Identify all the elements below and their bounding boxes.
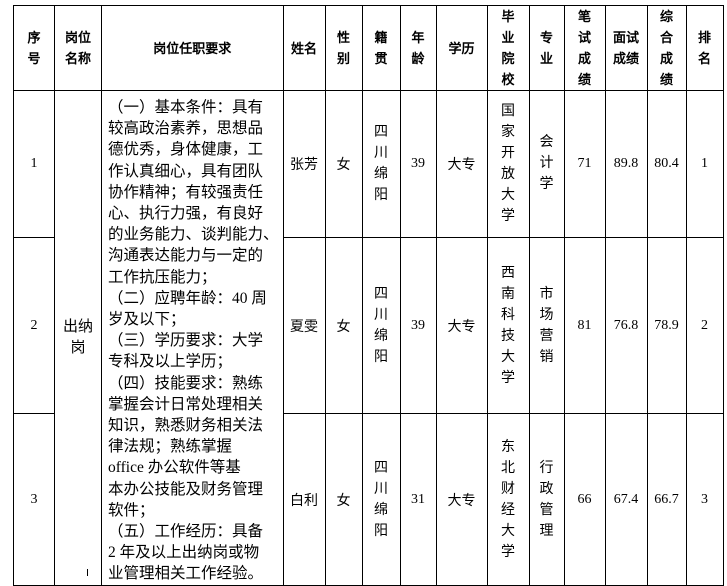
gender: 女 [324, 413, 363, 586]
requirement-line: 工作抗压能力； [108, 268, 217, 286]
total-score: 80.4 [646, 90, 687, 238]
row-number: 1 [13, 90, 55, 238]
requirement-line: office 办公软件等基 [108, 459, 241, 477]
table-row: 3 白利 女 四川绵阳 31 大专 东北财经大学 行政管理 66 67.4 66… [13, 413, 724, 586]
header-cell: 岗位任职要求 [101, 5, 284, 91]
age: 39 [399, 236, 437, 415]
requirement-line: 软件； [108, 501, 155, 519]
requirement-line: 德优秀，身体健康，工 [108, 141, 264, 159]
requirement-line: 掌握会计日常处理相关 [108, 395, 264, 413]
requirement-line: （一）基本条件：具有 [108, 99, 264, 116]
education: 大专 [435, 236, 488, 415]
written-score: 81 [563, 236, 606, 415]
age: 31 [399, 413, 437, 586]
requirement-line: 律法规；熟练掌握 [108, 438, 233, 456]
origin: 四川绵阳 [361, 236, 401, 415]
origin: 四川绵阳 [361, 413, 401, 586]
results-table: 序号 岗位名称 岗位任职要求 姓名 性别 籍贯 年龄 学历 毕业院校 专业 笔试… [13, 5, 724, 586]
interview-score: 89.8 [604, 90, 648, 238]
candidate-name: 白利 [282, 413, 326, 586]
table-row: 2 夏雯 女 四川绵阳 39 大专 西南科技大学 市场营销 81 76.8 78… [13, 236, 724, 415]
age: 39 [399, 90, 437, 238]
requirement-line: 作认真细心，具有团队 [108, 162, 264, 180]
header-cell: 综合成绩 [646, 5, 687, 91]
requirement-line: （三）学历要求：大学 [108, 332, 264, 350]
header-cell: 排名 [685, 5, 724, 91]
major: 行政管理 [528, 413, 565, 586]
rank: 2 [685, 236, 724, 415]
candidate-name: 张芳 [282, 90, 326, 238]
requirement-line: 协作精神；有较强责任 [108, 183, 264, 201]
education: 大专 [435, 90, 488, 238]
school: 国家开放大学 [486, 90, 530, 238]
rank: 1 [685, 90, 724, 238]
requirement-line: 沟通表达能力与一定的 [108, 247, 264, 265]
header-cell: 年龄 [399, 5, 437, 91]
requirement-line: 2 年及以上出纳岗或物 [108, 544, 260, 562]
candidate-name: 夏雯 [282, 236, 326, 415]
total-score: 78.9 [646, 236, 687, 415]
total-score: 66.7 [646, 413, 687, 586]
rank: 3 [685, 413, 724, 586]
requirement-line: 岁及以下； [108, 311, 186, 329]
table-row: 1 出纳岗 （一）基本条件：具有 较高政治素养，思想品 德优秀，身体健康，工 作认真细… [13, 90, 724, 586]
school: 东北财经大学 [486, 413, 530, 586]
header-cell: 面试成绩 [604, 5, 648, 91]
gender: 女 [324, 236, 363, 415]
position-requirements: （一）基本条件：具有 较高政治素养，思想品 德优秀，身体健康，工 作认真细心，具有团队… [101, 90, 284, 586]
header-cell: 笔试成绩 [563, 5, 606, 91]
major: 市场营销 [528, 236, 565, 415]
header-row: 序号 岗位名称 岗位任职要求 姓名 性别 籍贯 年龄 学历 毕业院校 专业 笔试… [13, 5, 724, 91]
requirement-line: （五）工作经历：具备 [108, 523, 264, 541]
position-name: 出纳岗 [54, 90, 102, 586]
header-cell: 籍贯 [361, 5, 401, 91]
row-number: 3 [13, 413, 55, 586]
origin: 四川绵阳 [361, 90, 401, 238]
requirement-line: （四）技能要求：熟练 [108, 374, 264, 392]
requirement-line: （二）应聘年龄：40 周 [108, 289, 267, 307]
written-score: 66 [563, 413, 606, 586]
header-cell: 岗位名称 [54, 5, 102, 91]
requirement-line: 的业务能力、谈判能力、 [108, 226, 279, 244]
header-cell: 姓名 [282, 5, 326, 91]
header-cell: 学历 [435, 5, 488, 91]
requirement-line: 本办公技能及财务管理 [108, 480, 264, 498]
header-cell: 序号 [13, 5, 55, 91]
header-cell: 性别 [324, 5, 363, 91]
major: 会计学 [528, 90, 565, 238]
header-cell: 毕业院校 [486, 5, 530, 91]
requirement-line: 专科及以上学历； [108, 353, 233, 371]
requirement-line: 较高政治素养，思想品 [108, 120, 264, 138]
requirement-line: 心、执行力强，有良好 [108, 205, 264, 223]
requirement-line: 知识，熟悉财务相关法 [108, 417, 264, 435]
gender: 女 [324, 90, 363, 238]
requirement-line: 业管理相关工作经验。 [108, 565, 264, 583]
text-cursor [87, 569, 88, 576]
interview-score: 67.4 [604, 413, 648, 586]
school: 西南科技大学 [486, 236, 530, 415]
written-score: 71 [563, 90, 606, 238]
education: 大专 [435, 413, 488, 586]
row-number: 2 [13, 236, 55, 415]
interview-score: 76.8 [604, 236, 648, 415]
header-cell: 专业 [528, 5, 565, 91]
